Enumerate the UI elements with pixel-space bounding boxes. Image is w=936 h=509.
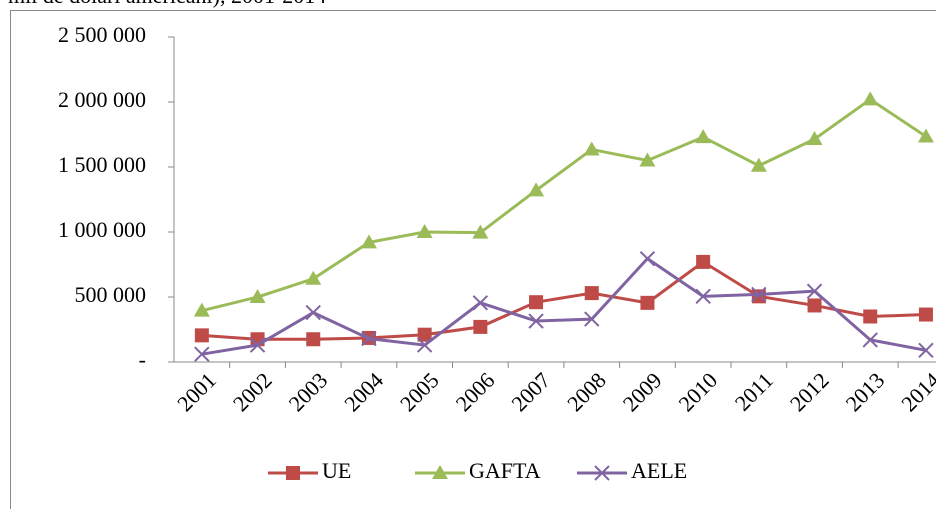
marker bbox=[529, 295, 544, 310]
marker bbox=[863, 309, 878, 324]
marker bbox=[695, 129, 712, 144]
marker bbox=[528, 313, 544, 329]
marker bbox=[806, 131, 823, 146]
marker bbox=[472, 295, 489, 311]
marker bbox=[193, 302, 210, 317]
marker bbox=[286, 466, 300, 480]
x-tick-label: 2009 bbox=[618, 367, 667, 416]
marker bbox=[807, 298, 822, 313]
marker bbox=[416, 224, 433, 238]
y-tick-label: - bbox=[139, 347, 146, 372]
x-tick-label: 2010 bbox=[673, 367, 722, 416]
marker bbox=[472, 224, 489, 239]
y-tick-label: 1 500 000 bbox=[58, 152, 146, 177]
marker bbox=[249, 337, 266, 353]
x-tick-label: 2001 bbox=[172, 367, 221, 416]
marker bbox=[639, 250, 656, 267]
legend-label: GAFTA bbox=[469, 458, 541, 483]
x-tick-label: 2006 bbox=[451, 367, 500, 416]
x-tick-label: 2008 bbox=[562, 367, 611, 416]
marker bbox=[862, 332, 878, 348]
marker bbox=[594, 465, 610, 481]
marker bbox=[249, 289, 266, 303]
x-tick-label: 2004 bbox=[339, 367, 388, 416]
chart-title: mii de dolari americani), 2001-2014 bbox=[8, 0, 326, 8]
x-tick-label: 2007 bbox=[506, 367, 555, 416]
x-tick-label: 2012 bbox=[785, 367, 834, 416]
marker bbox=[194, 328, 209, 343]
marker bbox=[751, 289, 766, 304]
x-tick-label: 2005 bbox=[395, 367, 444, 416]
y-tick-label: 2 500 000 bbox=[58, 22, 146, 47]
marker bbox=[416, 337, 433, 353]
x-tick-label: 2011 bbox=[730, 367, 778, 415]
marker bbox=[432, 465, 448, 479]
marker bbox=[361, 330, 377, 347]
marker bbox=[806, 283, 823, 299]
legend-label: UE bbox=[322, 458, 351, 483]
y-tick-label: 1 000 000 bbox=[58, 217, 146, 242]
marker bbox=[194, 346, 210, 362]
marker bbox=[584, 311, 600, 327]
marker bbox=[639, 152, 656, 167]
series-line bbox=[201, 260, 927, 341]
marker bbox=[360, 234, 377, 249]
y-tick-label: 500 000 bbox=[75, 282, 147, 307]
marker bbox=[917, 128, 934, 143]
marker bbox=[862, 91, 879, 106]
x-tick-label: 2013 bbox=[841, 367, 890, 416]
x-tick-label: 2002 bbox=[228, 367, 277, 416]
marker bbox=[584, 286, 599, 301]
legend-label: AELE bbox=[631, 458, 687, 483]
marker bbox=[417, 327, 432, 342]
marker bbox=[583, 141, 600, 156]
series-line bbox=[201, 256, 927, 356]
marker bbox=[306, 332, 321, 347]
marker bbox=[918, 307, 933, 322]
marker bbox=[305, 270, 322, 285]
x-tick-label: 2014 bbox=[896, 367, 936, 416]
y-tick-label: 2 000 000 bbox=[58, 87, 146, 112]
x-tick-label: 2003 bbox=[284, 367, 333, 416]
marker bbox=[473, 319, 488, 334]
series-line bbox=[201, 97, 927, 313]
marker bbox=[751, 286, 767, 303]
marker bbox=[918, 342, 934, 359]
marker bbox=[528, 182, 545, 197]
marker bbox=[640, 295, 655, 310]
marker bbox=[305, 304, 321, 321]
marker bbox=[696, 254, 711, 269]
marker bbox=[695, 288, 711, 305]
marker bbox=[750, 157, 767, 172]
